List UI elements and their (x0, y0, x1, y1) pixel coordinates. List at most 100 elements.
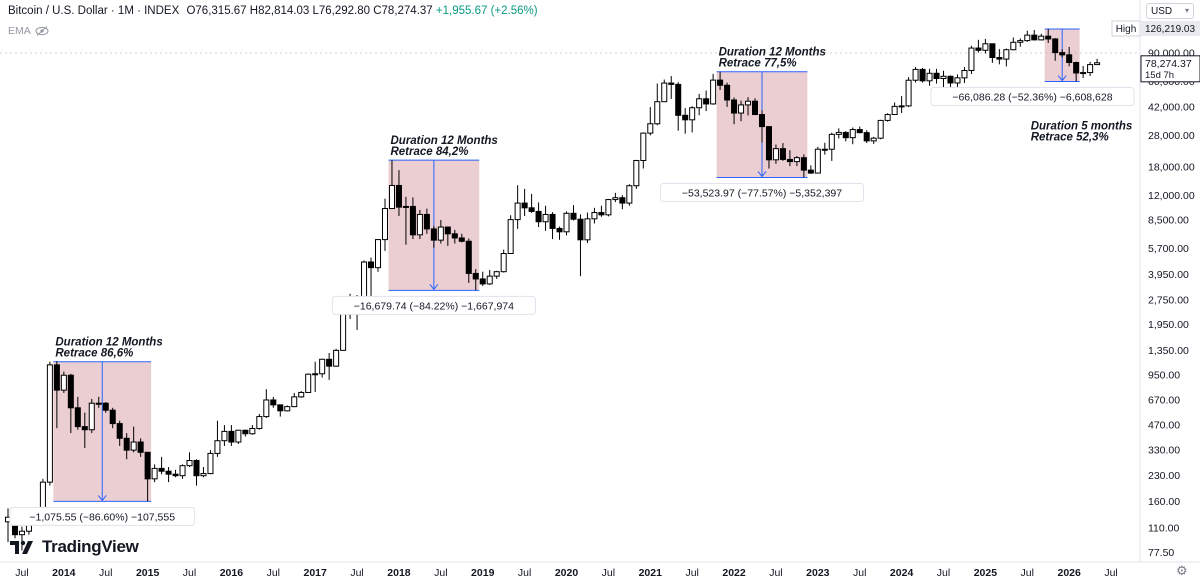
candle-body-up (961, 70, 968, 79)
candle (60, 371, 67, 393)
candle-body-up (214, 440, 221, 454)
candle (619, 195, 626, 210)
candle (221, 425, 228, 446)
candle-body-up (828, 133, 835, 150)
candle (961, 67, 968, 83)
price-tick-label: 18,000.00 (1148, 161, 1195, 173)
candle-body-up (696, 98, 703, 109)
candle (388, 160, 395, 210)
candle-body-up (130, 441, 137, 451)
measure-tag (9, 506, 196, 526)
candle (395, 170, 402, 216)
candle (430, 226, 437, 248)
candle (81, 412, 88, 449)
down-arrow-icon (97, 495, 107, 502)
candle (500, 249, 507, 273)
candle-body-down (975, 47, 982, 51)
candle (1059, 49, 1066, 58)
candle-body-up (982, 43, 989, 51)
candle-body-down (786, 158, 793, 163)
settings-icon[interactable]: ⚙ (1176, 563, 1188, 578)
candle (270, 396, 277, 408)
high-value: 126,219.03 (1145, 24, 1195, 35)
candle (570, 205, 577, 221)
candle (535, 202, 542, 228)
candle-body-up (640, 132, 647, 162)
down-arrow-icon (757, 171, 767, 178)
candle (214, 420, 221, 457)
price-tick-label: 77.50 (1148, 547, 1174, 559)
candle-body-down (800, 157, 807, 171)
price-tick-label: 160.00 (1148, 496, 1180, 508)
candle (319, 358, 326, 378)
symbol-title[interactable]: Bitcoin / U.S. Dollar · 1M · INDEX (8, 5, 180, 17)
candle (835, 128, 842, 139)
candle-body-up (298, 391, 305, 398)
candle-body-up (940, 75, 947, 80)
candle (465, 238, 472, 283)
candle (312, 361, 319, 392)
candle (765, 126, 772, 169)
time-tick-label: 2015 (136, 567, 160, 579)
high-value: H82,814.03 (249, 5, 310, 17)
candle (577, 214, 584, 277)
measure-tag (930, 87, 1135, 107)
candle-body-down (165, 470, 172, 475)
time-tick-label: 2024 (890, 567, 914, 579)
price-tick-label: 2,750.00 (1148, 294, 1189, 306)
candle-body-up (835, 131, 842, 135)
candle-body-up (374, 239, 382, 269)
currency-selector[interactable]: USD ▾ (1146, 3, 1194, 19)
candle-body-down (807, 169, 814, 174)
price-tick-label: 670.00 (1148, 394, 1180, 406)
candle-body-down (1059, 52, 1066, 56)
candle-body-up (710, 79, 717, 105)
candle (598, 205, 605, 217)
candle (1073, 61, 1080, 82)
candle (137, 438, 144, 457)
measure-tag-text: −1,075.55 (−86.60%) −107,555 (29, 511, 175, 523)
indicator-row[interactable]: EMA (8, 25, 49, 37)
time-tick-label: 2023 (806, 567, 830, 579)
candle-body-down (528, 207, 535, 212)
candle (116, 420, 123, 446)
candle-body-down (919, 68, 926, 82)
indicator-label[interactable]: EMA (8, 25, 31, 37)
candle-body-down (682, 114, 689, 121)
candle-body-down (123, 437, 130, 451)
candle-body-up (340, 312, 347, 351)
candle-body-up (584, 218, 591, 241)
candle-body-down (996, 57, 1003, 60)
candle (242, 429, 249, 437)
candle (186, 452, 193, 468)
candle (821, 142, 828, 155)
candle-body-up (312, 373, 319, 376)
candle (416, 209, 423, 240)
candle (849, 127, 856, 145)
candle-body-down (158, 467, 165, 472)
candle (563, 211, 570, 236)
candle-body-down (53, 364, 60, 391)
candle (1038, 33, 1045, 41)
time-tick-label: 2018 (387, 567, 411, 579)
candle-body-up (416, 213, 423, 236)
candle (856, 126, 863, 134)
candle-body-up (661, 82, 668, 103)
candle (263, 389, 270, 418)
candle (458, 233, 465, 243)
candle-body-down (277, 404, 284, 412)
candle (640, 132, 647, 169)
price-tick-label: 470.00 (1148, 420, 1180, 432)
candle (975, 39, 982, 53)
candle-body-up (333, 349, 340, 367)
candle (877, 119, 884, 140)
measure-tag-text: −66,086.28 (−52.36%) −6,608,628 (952, 92, 1112, 104)
candle-body-down (675, 83, 682, 116)
candle-body-down (933, 72, 940, 80)
time-tick-label: 2025 (974, 567, 998, 579)
candle-body-down (751, 100, 759, 116)
candle-body-up (1087, 64, 1094, 74)
visibility-off-icon[interactable] (35, 26, 49, 36)
candle (179, 464, 186, 479)
